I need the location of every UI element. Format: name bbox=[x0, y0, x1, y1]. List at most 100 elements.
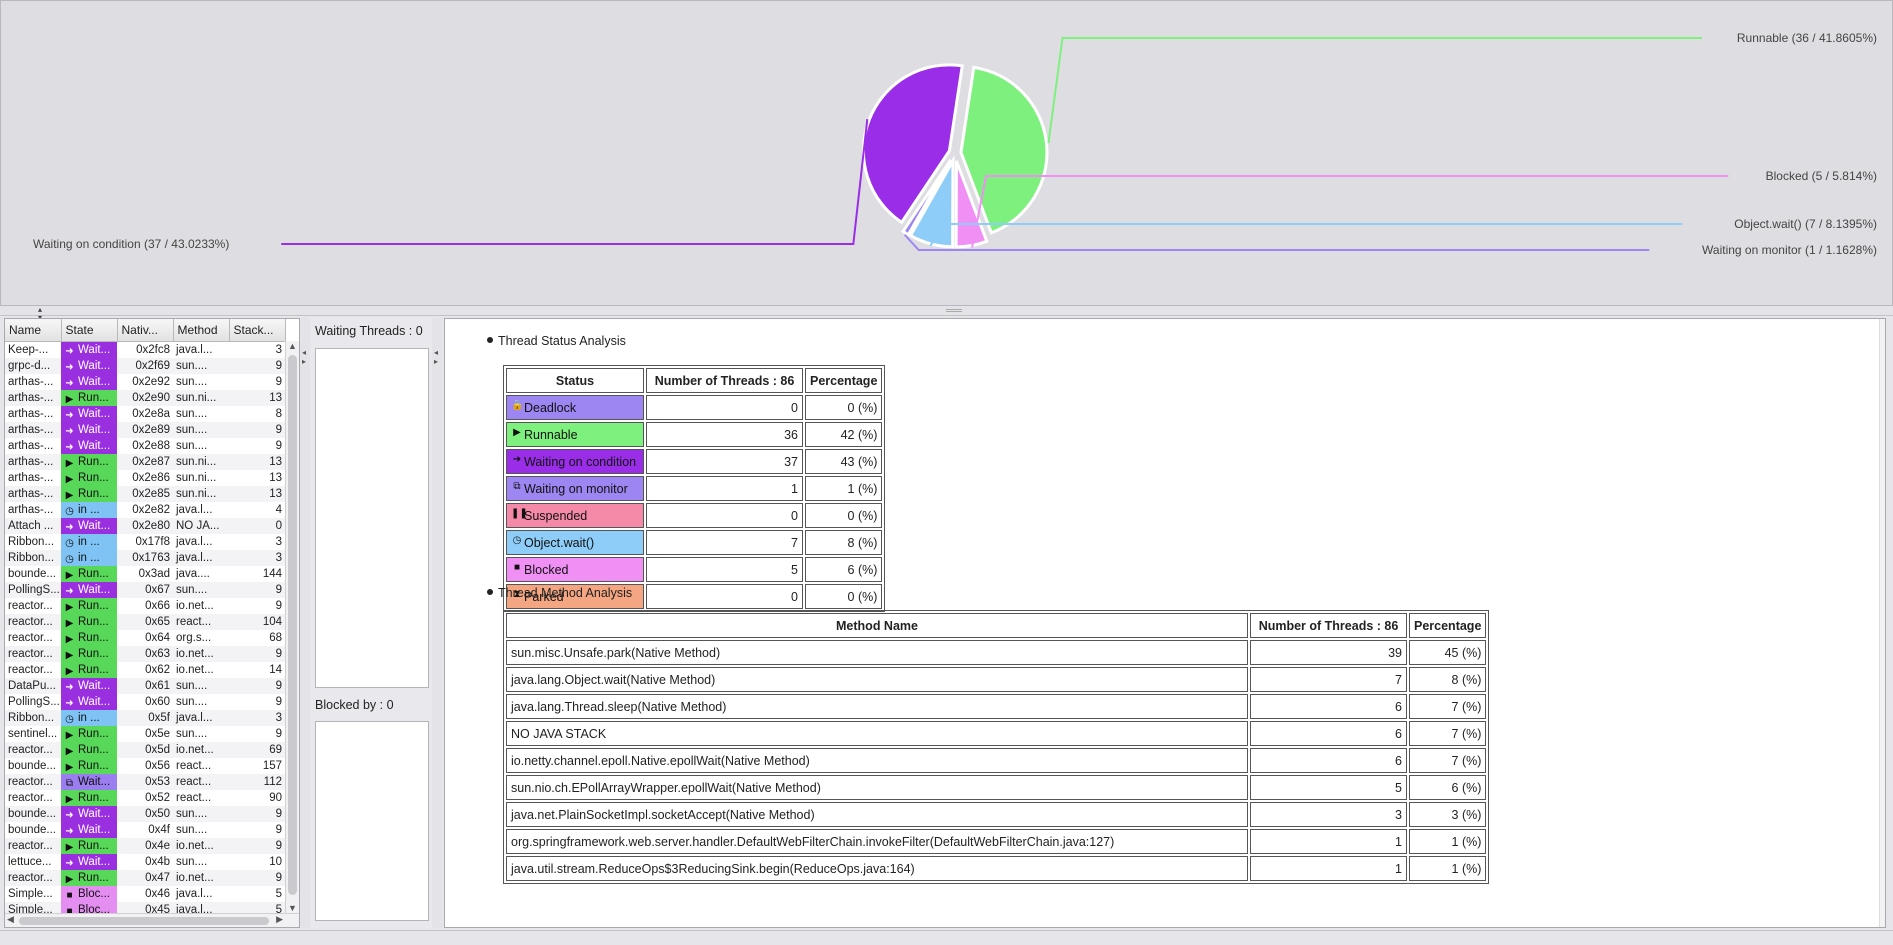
thread-row[interactable]: Attach ... ➜ Wait... 0x2e80 NO JA... 0 bbox=[5, 517, 285, 534]
thread-row[interactable]: bounde... ▶ Run... 0x56 react... 157 bbox=[5, 757, 285, 774]
thread-table-vertical-scrollbar[interactable]: ▲ ▼ bbox=[285, 341, 299, 913]
thread-row[interactable]: sentinel... ▶ Run... 0x5e sun.... 9 bbox=[5, 725, 285, 742]
scroll-left-icon[interactable]: ◀ bbox=[7, 914, 14, 924]
scroll-right-icon[interactable]: ▶ bbox=[276, 914, 283, 924]
thread-row[interactable]: reactor... ▶ Run... 0x47 io.net... 9 bbox=[5, 869, 285, 886]
thread-native-id: 0x2e89 bbox=[117, 421, 173, 438]
object-wait-clock-icon: ◷ bbox=[65, 537, 74, 549]
method-count: 1 bbox=[1250, 856, 1407, 881]
thread-native-id: 0x2fc8 bbox=[136, 343, 170, 356]
scrollbar-thumb[interactable] bbox=[19, 917, 269, 925]
thread-table-horizontal-scrollbar[interactable]: ◀ ▶ bbox=[5, 913, 299, 927]
thread-row[interactable]: Ribbon... ◷ in ... 0x5f java.l... 3 bbox=[5, 709, 285, 726]
thread-row[interactable]: arthas-... ➜ Wait... 0x2e89 sun.... 9 bbox=[5, 421, 285, 438]
thread-row[interactable]: bounde... ▶ Run... 0x3ad java.... 144 bbox=[5, 565, 285, 582]
thread-row[interactable]: arthas-... ▶ Run... 0x2e85 sun.ni... 13 bbox=[5, 485, 285, 502]
status-count: 0 bbox=[646, 503, 803, 528]
method-name: NO JAVA STACK bbox=[506, 721, 1248, 746]
thread-state-label: Run... bbox=[78, 487, 109, 500]
thread-name: reactor... bbox=[5, 741, 61, 758]
thread-native-id: 0x63 bbox=[117, 645, 173, 662]
thread-row[interactable]: reactor... ▶ Run... 0x5d io.net... 69 bbox=[5, 741, 285, 758]
blocked-icon: ■ bbox=[66, 889, 73, 901]
thread-row[interactable]: bounde... ➜ Wait... 0x50 sun.... 9 bbox=[5, 805, 285, 822]
thread-row[interactable]: reactor... ▶ Run... 0x62 io.net... 14 bbox=[5, 661, 285, 678]
thread-row[interactable]: reactor... ▶ Run... 0x4e io.net... 9 bbox=[5, 837, 285, 854]
method-row: java.lang.Object.wait(Native Method) 7 8 (… bbox=[506, 667, 1487, 692]
status-name-cell: ◷ Object.wait() bbox=[506, 530, 644, 555]
thread-row[interactable]: Keep-... ➜ Wait... 0x2fc8 java.l... 3 bbox=[5, 341, 285, 358]
thread-row[interactable]: PollingS... ➜ Wait... 0x60 sun.... 9 bbox=[5, 693, 285, 710]
thread-row[interactable]: arthas-... ➜ Wait... 0x2e92 sun.... 9 bbox=[5, 373, 285, 390]
vertical-splitter-right[interactable]: ◂ ▸ bbox=[432, 318, 442, 928]
method-name: io.netty.channel.epoll.Native.epollWait(… bbox=[506, 748, 1248, 773]
thread-row[interactable]: arthas-... ➜ Wait... 0x2e8a sun.... 8 bbox=[5, 405, 285, 422]
thread-method: sun.... bbox=[173, 805, 229, 822]
scrollbar-thumb[interactable] bbox=[288, 355, 297, 895]
thread-analysis-report: Thread Status Analysis Status Number of … bbox=[444, 318, 1886, 928]
waiting-arrow-icon: ➜ bbox=[65, 809, 74, 821]
column-header-native-id[interactable]: Nativ... bbox=[117, 319, 174, 342]
thread-stack-depth: 9 bbox=[275, 375, 282, 388]
splitter-arrows-icon[interactable]: ◂ ▸ bbox=[434, 348, 439, 366]
thread-row[interactable]: reactor... ⧉ Wait... 0x53 react... 112 bbox=[5, 773, 285, 790]
waiting-arrow-icon: ➜ bbox=[65, 425, 74, 437]
thread-method: org.s... bbox=[176, 631, 212, 644]
thread-stack-depth: 9 bbox=[229, 645, 285, 662]
method-analysis-table: Method Name Number of Threads : 86 Perce… bbox=[503, 610, 1490, 884]
thread-row[interactable]: Ribbon... ◷ in ... 0x1763 java.l... 3 bbox=[5, 549, 285, 566]
thread-state-label: Run... bbox=[78, 743, 109, 756]
thread-state: ➜ Wait... bbox=[61, 581, 117, 598]
thread-method: NO JA... bbox=[173, 517, 229, 534]
thread-stack-depth: 4 bbox=[275, 503, 282, 516]
thread-state-pie-chart-pane: Runnable (36 / 41.8605%) Blocked (5 / 5.8… bbox=[0, 0, 1893, 306]
waiting-threads-list[interactable] bbox=[315, 348, 429, 688]
status-count: 0 bbox=[646, 584, 803, 609]
splitter-arrows-icon[interactable]: ▴▾ bbox=[38, 305, 43, 322]
arrow-icon: ➜ bbox=[512, 454, 522, 465]
blocked-by-list[interactable] bbox=[315, 721, 429, 921]
thread-row[interactable]: arthas-... ▶ Run... 0x2e87 sun.ni... 13 bbox=[5, 453, 285, 470]
thread-state: ➜ Wait... bbox=[61, 357, 117, 374]
thread-row[interactable]: grpc-d... ➜ Wait... 0x2f69 sun.... 9 bbox=[5, 357, 285, 374]
status-name-cell: ❚❚Suspended bbox=[506, 503, 644, 528]
status-row: ⧗ Parked 0 0 (%) bbox=[506, 584, 883, 609]
thread-row[interactable]: Ribbon... ◷ in ... 0x17f8 java.l... 3 bbox=[5, 533, 285, 550]
horizontal-splitter[interactable]: ▴▾ bbox=[0, 306, 1893, 322]
method-percentage: 8 (%) bbox=[1409, 667, 1487, 692]
thread-row[interactable]: reactor... ▶ Run... 0x65 react... 104 bbox=[5, 613, 285, 630]
scroll-up-icon[interactable]: ▲ bbox=[288, 341, 297, 351]
thread-row[interactable]: reactor... ▶ Run... 0x63 io.net... 9 bbox=[5, 645, 285, 662]
column-header-method[interactable]: Method bbox=[173, 319, 230, 342]
thread-row[interactable]: reactor... ▶ Run... 0x64 org.s... 68 bbox=[5, 629, 285, 646]
status-name: Deadlock bbox=[524, 401, 577, 415]
thread-row[interactable]: bounde... ➜ Wait... 0x4f sun.... 9 bbox=[5, 821, 285, 838]
runnable-play-icon: ▶ bbox=[65, 473, 74, 485]
thread-method: sun.... bbox=[176, 855, 208, 868]
thread-row[interactable]: arthas-... ◷ in ... 0x2e82 java.l... 4 bbox=[5, 501, 285, 518]
column-header-stack-depth[interactable]: Stack... bbox=[229, 319, 286, 342]
thread-row[interactable]: arthas-... ▶ Run... 0x2e86 sun.ni... 13 bbox=[5, 469, 285, 486]
thread-stack-depth: 9 bbox=[229, 837, 285, 854]
report-scrollbar[interactable] bbox=[1879, 319, 1885, 927]
column-header-name[interactable]: Name bbox=[5, 319, 62, 342]
thread-row[interactable]: PollingS... ➜ Wait... 0x67 sun.... 9 bbox=[5, 581, 285, 598]
thread-row[interactable]: lettuce... ➜ Wait... 0x4b sun.... 10 bbox=[5, 853, 285, 870]
thread-native-id: 0x4f bbox=[148, 823, 170, 836]
thread-row[interactable]: arthas-... ➜ Wait... 0x2e88 sun.... 9 bbox=[5, 437, 285, 454]
vertical-splitter-left[interactable]: ◂ ▸ bbox=[300, 318, 310, 928]
splitter-grip-icon[interactable] bbox=[946, 309, 962, 312]
thread-row[interactable]: reactor... ▶ Run... 0x52 react... 90 bbox=[5, 789, 285, 806]
thread-row[interactable]: arthas-... ▶ Run... 0x2e90 sun.ni... 13 bbox=[5, 389, 285, 406]
waiting-arrow-icon: ➜ bbox=[65, 521, 74, 533]
thread-row[interactable]: DataPu... ➜ Wait... 0x61 sun.... 9 bbox=[5, 677, 285, 694]
thread-method: sun.... bbox=[176, 375, 208, 388]
thread-name: Keep-... bbox=[8, 343, 49, 356]
thread-row[interactable]: Simple... ■ Bloc... 0x46 java.l... 5 bbox=[5, 885, 285, 902]
thread-name: Ribbon... bbox=[5, 549, 61, 566]
thread-state-label: Run... bbox=[78, 727, 109, 740]
thread-row[interactable]: reactor... ▶ Run... 0x66 io.net... 9 bbox=[5, 597, 285, 614]
column-header-state[interactable]: State bbox=[61, 319, 118, 342]
scroll-down-icon[interactable]: ▼ bbox=[288, 903, 297, 913]
splitter-arrows-icon[interactable]: ◂ ▸ bbox=[302, 348, 307, 366]
